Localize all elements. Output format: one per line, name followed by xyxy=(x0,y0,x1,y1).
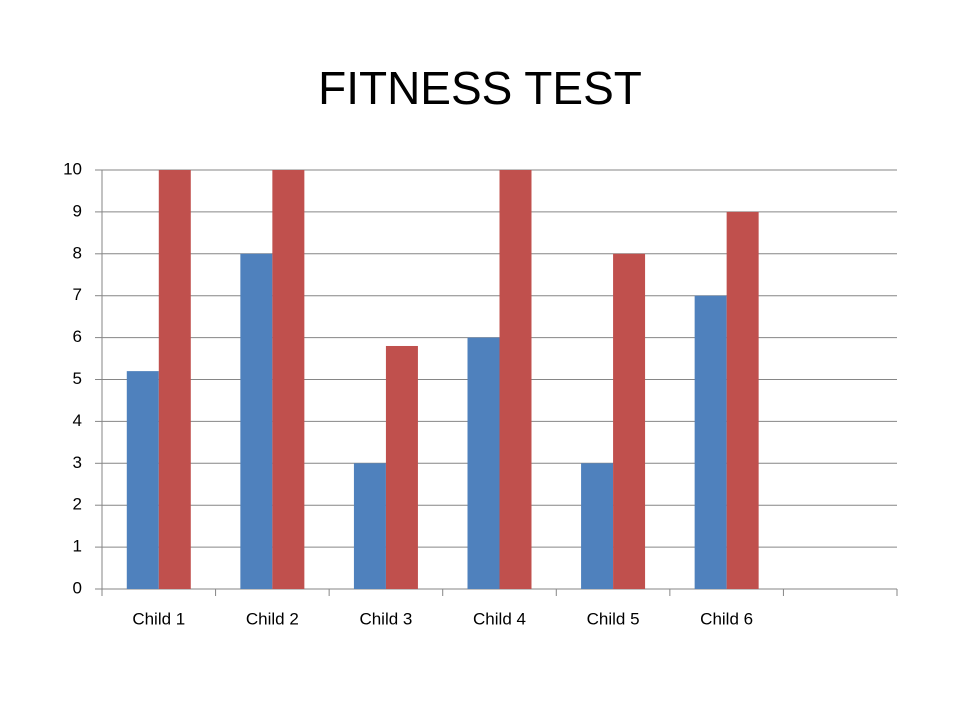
x-tick-label: Child 1 xyxy=(132,609,185,628)
bar xyxy=(272,170,305,589)
y-tick-label: 9 xyxy=(73,201,82,220)
bar xyxy=(158,170,191,589)
bar xyxy=(126,371,159,589)
chart-title: FITNESS TEST xyxy=(318,62,642,114)
bar xyxy=(581,463,614,589)
y-tick-label: 4 xyxy=(73,411,82,430)
bar xyxy=(467,337,500,589)
bar xyxy=(613,253,646,590)
bar xyxy=(694,295,727,589)
x-tick-label: Child 6 xyxy=(700,609,753,628)
y-tick-label: 5 xyxy=(73,369,82,388)
bar xyxy=(240,253,273,590)
x-tick-label: Child 4 xyxy=(473,609,526,628)
y-tick-label: 10 xyxy=(63,159,82,178)
y-tick-label: 8 xyxy=(73,243,82,262)
y-tick-label: 3 xyxy=(73,453,82,472)
bar xyxy=(726,211,759,589)
x-tick-label: Child 2 xyxy=(246,609,299,628)
bar xyxy=(353,463,386,589)
bar xyxy=(499,170,532,589)
y-tick-label: 2 xyxy=(73,495,82,514)
x-tick-label: Child 5 xyxy=(587,609,640,628)
y-tick-label: 1 xyxy=(73,537,82,556)
y-tick-label: 0 xyxy=(73,578,82,597)
x-tick-label: Child 3 xyxy=(359,609,412,628)
y-tick-label: 7 xyxy=(73,285,82,304)
y-tick-label: 6 xyxy=(73,327,82,346)
bar xyxy=(385,345,418,589)
